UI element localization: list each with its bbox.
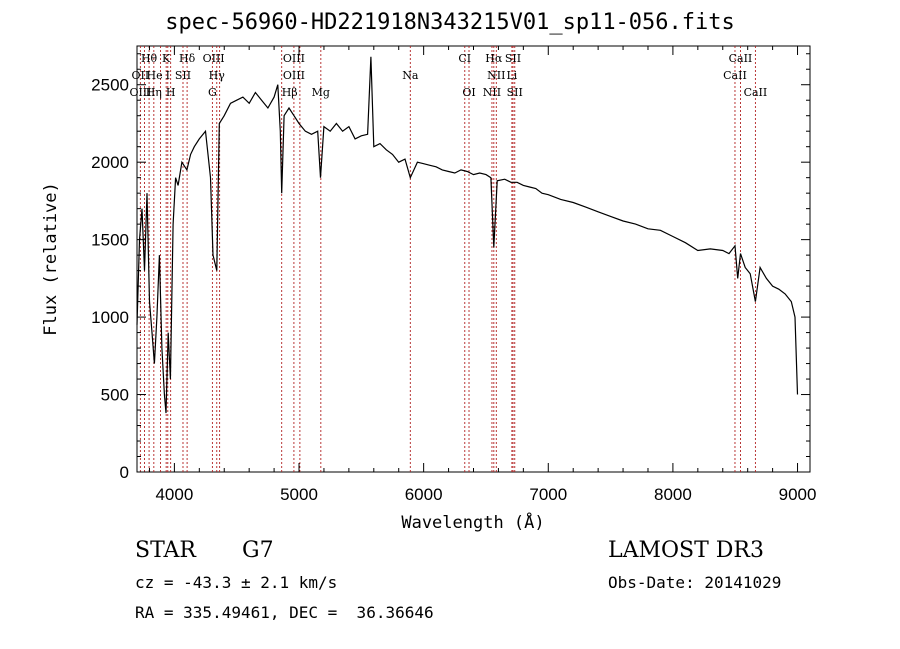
coordinates: RA = 335.49461, DEC = 36.36646 bbox=[135, 603, 434, 622]
x-tick-label: 9000 bbox=[779, 485, 817, 504]
y-axis-label: Flux (relative) bbox=[41, 182, 61, 336]
plot-frame bbox=[136, 45, 811, 473]
spectral-line-markers bbox=[139, 46, 756, 472]
y-tick-label: 1500 bbox=[91, 231, 129, 250]
spectral-line-label: OIII bbox=[129, 86, 151, 99]
survey-name: LAMOST DR3 bbox=[608, 538, 764, 563]
y-tick-label: 2500 bbox=[91, 76, 129, 95]
y-tick-label: 0 bbox=[120, 463, 129, 482]
spectral-line-label: Hα bbox=[485, 52, 503, 65]
spectral-line-label: OI bbox=[462, 86, 475, 99]
y-tick-label: 500 bbox=[101, 386, 129, 405]
spectral-line-label: CaII bbox=[723, 69, 747, 82]
spectrum-line bbox=[136, 56, 799, 414]
spectral-line-label: Na bbox=[402, 69, 419, 82]
object-subclass: G7 bbox=[242, 538, 274, 563]
x-tick-label: 4000 bbox=[155, 485, 193, 504]
x-tick-label: 6000 bbox=[405, 485, 443, 504]
redshift-value: cz = -43.3 ± 2.1 km/s bbox=[135, 573, 338, 592]
observation-date: Obs-Date: 20141029 bbox=[608, 573, 782, 592]
spectral-line-label: OII bbox=[132, 69, 150, 82]
spectral-line-label: Mg bbox=[312, 86, 330, 99]
spectral-line-label: OIII bbox=[283, 69, 305, 82]
spectral-line-label: H bbox=[166, 86, 176, 99]
spectral-line-label: K bbox=[162, 52, 171, 65]
spectral-line-label: SII bbox=[507, 86, 523, 99]
spectral-line-label: G bbox=[208, 86, 217, 99]
y-tick-label: 1000 bbox=[91, 308, 129, 327]
x-axis-label: Wavelength (Å) bbox=[401, 511, 544, 533]
object-class: STAR bbox=[135, 538, 196, 563]
spectral-line-label: Hθ bbox=[141, 52, 158, 65]
spectral-line-label: SII bbox=[175, 69, 191, 82]
spectral-line-label: NII bbox=[487, 69, 505, 82]
spectral-line-label: Li bbox=[506, 69, 517, 82]
x-axis-ticks: 4000 5000 6000 7000 8000 9000 bbox=[148, 46, 817, 504]
y-axis-ticks: 0 500 1000 1500 2000 2500 bbox=[91, 53, 810, 482]
spectral-line-label: Hη bbox=[146, 86, 162, 99]
x-tick-label: 7000 bbox=[529, 485, 567, 504]
spectral-line-label: Hδ bbox=[179, 52, 196, 65]
spectral-line-label: CaII bbox=[729, 52, 753, 65]
x-tick-label: 5000 bbox=[280, 485, 318, 504]
spectral-line-label: OIII bbox=[203, 52, 225, 65]
spectral-line-label: Hβ bbox=[282, 86, 298, 99]
spectral-line-label: SII bbox=[505, 52, 521, 65]
x-tick-label: 8000 bbox=[654, 485, 692, 504]
spectral-line-label: CaII bbox=[744, 86, 768, 99]
chart-title: spec-56960-HD221918N343215V01_sp11-056.f… bbox=[165, 10, 735, 35]
spectral-line-label: CI bbox=[458, 52, 471, 65]
spectral-line-label: He bbox=[147, 69, 163, 82]
spectral-line-label: Hγ bbox=[209, 69, 226, 82]
y-tick-label: 2000 bbox=[91, 153, 129, 172]
spectral-line-label: NII bbox=[483, 86, 501, 99]
spectral-line-label: I bbox=[166, 69, 170, 82]
spectral-line-label: OIII bbox=[283, 52, 305, 65]
